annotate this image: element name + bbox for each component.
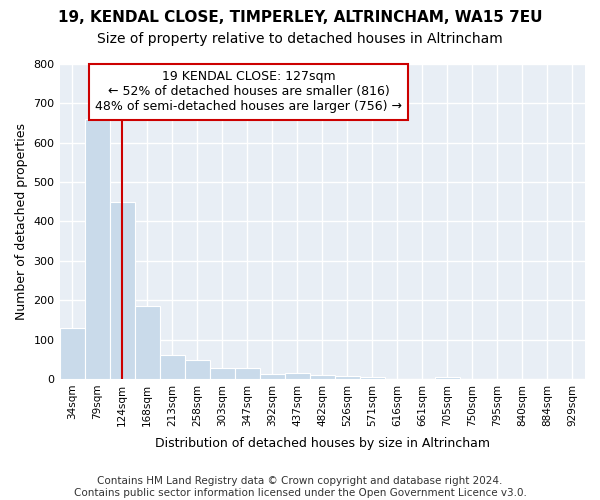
- Text: 19 KENDAL CLOSE: 127sqm
← 52% of detached houses are smaller (816)
48% of semi-d: 19 KENDAL CLOSE: 127sqm ← 52% of detache…: [95, 70, 402, 114]
- Bar: [85, 119, 110, 379]
- Bar: [185, 360, 209, 379]
- Text: 19, KENDAL CLOSE, TIMPERLEY, ALTRINCHAM, WA15 7EU: 19, KENDAL CLOSE, TIMPERLEY, ALTRINCHAM,…: [58, 10, 542, 25]
- Bar: [310, 375, 335, 379]
- Bar: [360, 377, 385, 379]
- Bar: [59, 328, 85, 379]
- Bar: [335, 376, 360, 379]
- Text: Size of property relative to detached houses in Altrincham: Size of property relative to detached ho…: [97, 32, 503, 46]
- Bar: [285, 373, 310, 379]
- Bar: [160, 356, 185, 379]
- Bar: [110, 202, 134, 379]
- Bar: [260, 374, 285, 379]
- Text: Contains HM Land Registry data © Crown copyright and database right 2024.
Contai: Contains HM Land Registry data © Crown c…: [74, 476, 526, 498]
- X-axis label: Distribution of detached houses by size in Altrincham: Distribution of detached houses by size …: [155, 437, 490, 450]
- Bar: [435, 377, 460, 379]
- Bar: [134, 306, 160, 379]
- Y-axis label: Number of detached properties: Number of detached properties: [15, 123, 28, 320]
- Bar: [235, 368, 260, 379]
- Bar: [209, 368, 235, 379]
